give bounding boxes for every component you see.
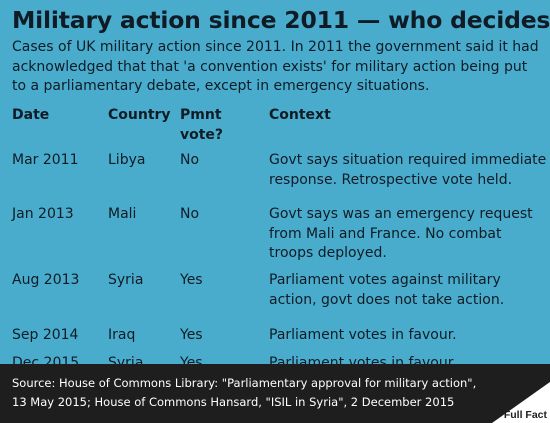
cell-date: Sep 2014 bbox=[12, 327, 79, 343]
page-title: Military action since 2011 — who decides… bbox=[12, 6, 550, 34]
cell-context: Parliament votes in favour. bbox=[269, 327, 457, 343]
cell-date: Jan 2013 bbox=[12, 206, 74, 222]
source-text: Source: House of Commons Library: "Parli… bbox=[12, 376, 477, 409]
cell-vote: Yes bbox=[180, 327, 203, 343]
cell-vote: Yes bbox=[180, 272, 203, 288]
column-header-context: Context bbox=[269, 107, 331, 123]
table-header-row: Date Country Pmnt vote? Context bbox=[12, 102, 547, 151]
cell-vote: No bbox=[180, 152, 200, 168]
cell-date: Mar 2011 bbox=[12, 152, 79, 168]
cell-country: Mali bbox=[108, 206, 137, 222]
cell-context: Govt says was an emergency request from … bbox=[269, 206, 533, 261]
cell-date: Aug 2013 bbox=[12, 272, 80, 288]
column-header-vote: Pmnt vote? bbox=[180, 107, 224, 143]
table-row: Sep 2014 Iraq Yes Parliament votes in fa… bbox=[12, 326, 547, 354]
full-fact-logo-icon: Full Fact bbox=[492, 382, 550, 423]
cell-context: Govt says situation required immediate r… bbox=[269, 152, 547, 188]
table-row: Mar 2011 Libya No Govt says situation re… bbox=[12, 151, 547, 205]
source-footer: Source: House of Commons Library: "Parli… bbox=[0, 364, 550, 423]
intro-text: Cases of UK military action since 2011. … bbox=[12, 39, 539, 94]
cell-vote: No bbox=[180, 206, 200, 222]
cell-country: Libya bbox=[108, 152, 146, 168]
column-header-date: Date bbox=[12, 107, 50, 123]
table-row: Jan 2013 Mali No Govt says was an emerge… bbox=[12, 205, 547, 271]
logo-text: Full Fact bbox=[504, 409, 548, 421]
cell-country: Iraq bbox=[108, 327, 136, 343]
table-row: Aug 2013 Syria Yes Parliament votes agai… bbox=[12, 271, 547, 326]
cell-context: Parliament votes against military action… bbox=[269, 272, 505, 308]
column-header-country: Country bbox=[108, 107, 171, 123]
cell-country: Syria bbox=[108, 272, 144, 288]
military-action-table: Date Country Pmnt vote? Context Mar 2011… bbox=[12, 102, 547, 374]
